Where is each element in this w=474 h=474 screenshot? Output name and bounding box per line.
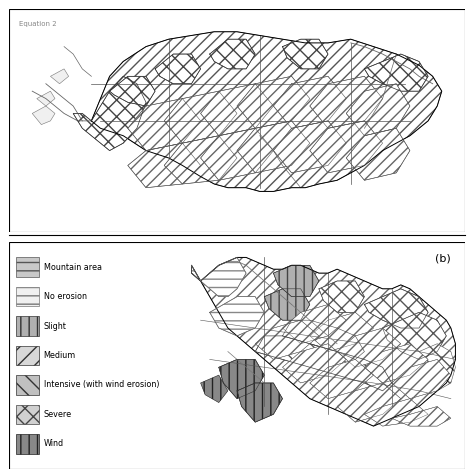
- Polygon shape: [264, 289, 310, 320]
- Polygon shape: [319, 281, 365, 312]
- Text: Medium: Medium: [44, 351, 76, 360]
- Bar: [16, 404, 39, 424]
- Polygon shape: [392, 359, 451, 399]
- Polygon shape: [346, 84, 410, 136]
- Bar: [16, 375, 39, 395]
- Polygon shape: [365, 344, 428, 383]
- Polygon shape: [164, 91, 237, 143]
- Polygon shape: [283, 304, 346, 344]
- Polygon shape: [273, 76, 346, 128]
- Polygon shape: [73, 76, 146, 151]
- Polygon shape: [237, 76, 310, 128]
- Text: No erosion: No erosion: [44, 292, 87, 301]
- Polygon shape: [237, 383, 283, 422]
- Bar: [16, 257, 39, 277]
- Polygon shape: [255, 320, 319, 359]
- Polygon shape: [310, 121, 383, 173]
- Polygon shape: [401, 344, 456, 391]
- Text: Severe: Severe: [44, 410, 72, 419]
- Polygon shape: [283, 39, 328, 69]
- Polygon shape: [392, 407, 451, 426]
- Polygon shape: [337, 328, 401, 367]
- Polygon shape: [164, 136, 237, 184]
- Polygon shape: [237, 121, 310, 173]
- Text: Intensive (with wind erosion): Intensive (with wind erosion): [44, 381, 159, 390]
- Bar: [16, 434, 39, 454]
- Polygon shape: [50, 69, 69, 84]
- Polygon shape: [310, 359, 374, 399]
- Polygon shape: [201, 375, 228, 402]
- Polygon shape: [109, 76, 155, 106]
- Polygon shape: [219, 359, 264, 399]
- Polygon shape: [283, 320, 365, 359]
- Polygon shape: [346, 128, 410, 180]
- Polygon shape: [37, 91, 55, 106]
- Polygon shape: [310, 312, 374, 352]
- Polygon shape: [310, 76, 383, 128]
- Polygon shape: [383, 312, 447, 359]
- Polygon shape: [201, 84, 273, 136]
- Text: Slight: Slight: [44, 321, 66, 330]
- Polygon shape: [191, 257, 456, 426]
- Polygon shape: [128, 99, 201, 151]
- Polygon shape: [210, 297, 264, 336]
- Polygon shape: [273, 121, 346, 173]
- Polygon shape: [337, 383, 401, 422]
- Text: Mountain area: Mountain area: [44, 263, 101, 272]
- Bar: [16, 287, 39, 307]
- Polygon shape: [365, 54, 428, 91]
- Polygon shape: [210, 39, 255, 69]
- Polygon shape: [91, 32, 442, 191]
- Polygon shape: [155, 54, 201, 84]
- Polygon shape: [283, 344, 346, 383]
- Bar: [16, 316, 39, 336]
- Polygon shape: [365, 289, 428, 328]
- Polygon shape: [32, 106, 55, 125]
- Polygon shape: [273, 265, 319, 297]
- Polygon shape: [255, 336, 392, 391]
- Text: (b): (b): [435, 254, 451, 264]
- Text: Wind: Wind: [44, 439, 64, 448]
- Polygon shape: [201, 128, 273, 180]
- Polygon shape: [128, 143, 201, 188]
- Text: Equation 2: Equation 2: [18, 21, 56, 27]
- Polygon shape: [365, 399, 428, 426]
- Polygon shape: [191, 257, 246, 297]
- Bar: [16, 346, 39, 365]
